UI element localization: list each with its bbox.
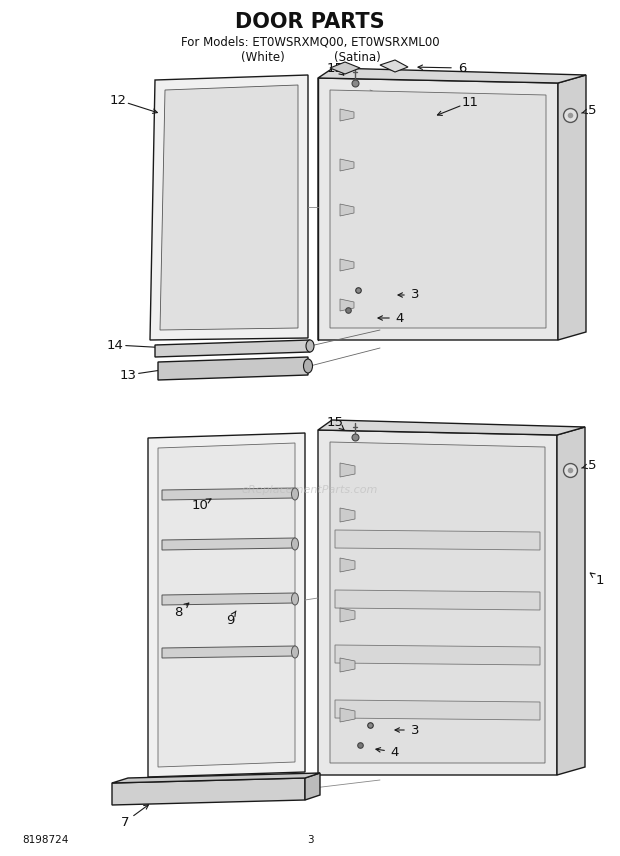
Polygon shape bbox=[557, 427, 585, 775]
Polygon shape bbox=[318, 78, 558, 340]
Polygon shape bbox=[160, 85, 298, 330]
Text: 3: 3 bbox=[410, 288, 419, 301]
Text: eReplacementParts.com: eReplacementParts.com bbox=[242, 485, 378, 495]
Ellipse shape bbox=[304, 359, 312, 373]
Polygon shape bbox=[318, 420, 585, 435]
Polygon shape bbox=[340, 508, 355, 522]
Polygon shape bbox=[162, 593, 295, 605]
Polygon shape bbox=[318, 68, 586, 83]
Polygon shape bbox=[335, 700, 540, 720]
Polygon shape bbox=[558, 75, 586, 340]
Polygon shape bbox=[148, 433, 305, 777]
Polygon shape bbox=[318, 430, 557, 775]
Polygon shape bbox=[155, 340, 310, 357]
Text: 10: 10 bbox=[192, 498, 208, 512]
Text: (Satina): (Satina) bbox=[334, 51, 381, 63]
Polygon shape bbox=[380, 60, 408, 72]
Text: 6: 6 bbox=[458, 62, 466, 74]
Text: 4: 4 bbox=[396, 312, 404, 324]
Text: 11: 11 bbox=[461, 96, 479, 109]
Text: DOOR PARTS: DOOR PARTS bbox=[235, 12, 385, 32]
Ellipse shape bbox=[306, 340, 314, 352]
Polygon shape bbox=[340, 608, 355, 622]
Polygon shape bbox=[150, 75, 308, 340]
Text: 8: 8 bbox=[174, 605, 182, 619]
Polygon shape bbox=[335, 530, 540, 550]
Text: 14: 14 bbox=[107, 338, 123, 352]
Text: 1: 1 bbox=[596, 574, 604, 586]
Text: 8198724: 8198724 bbox=[22, 835, 68, 845]
Polygon shape bbox=[340, 204, 354, 216]
Ellipse shape bbox=[291, 488, 298, 500]
Text: For Models: ET0WSRXMQ00, ET0WSRXML00: For Models: ET0WSRXMQ00, ET0WSRXML00 bbox=[180, 35, 440, 49]
Polygon shape bbox=[340, 708, 355, 722]
Text: 13: 13 bbox=[120, 368, 136, 382]
Text: 9: 9 bbox=[226, 614, 234, 627]
Ellipse shape bbox=[291, 646, 298, 658]
Polygon shape bbox=[340, 299, 354, 311]
Polygon shape bbox=[340, 558, 355, 572]
Text: 5: 5 bbox=[588, 459, 596, 472]
Polygon shape bbox=[335, 590, 540, 610]
Polygon shape bbox=[340, 463, 355, 477]
Polygon shape bbox=[112, 778, 305, 805]
Polygon shape bbox=[162, 646, 295, 658]
Text: (White): (White) bbox=[241, 51, 285, 63]
Text: 3: 3 bbox=[307, 835, 313, 845]
Polygon shape bbox=[330, 442, 545, 763]
Polygon shape bbox=[158, 443, 295, 767]
Polygon shape bbox=[330, 62, 360, 74]
Ellipse shape bbox=[291, 538, 298, 550]
Polygon shape bbox=[158, 357, 308, 380]
Text: 5: 5 bbox=[588, 104, 596, 116]
Polygon shape bbox=[305, 773, 320, 800]
Polygon shape bbox=[162, 488, 295, 500]
Polygon shape bbox=[340, 259, 354, 271]
Polygon shape bbox=[335, 645, 540, 665]
Polygon shape bbox=[162, 538, 295, 550]
Text: 7: 7 bbox=[121, 816, 129, 829]
Ellipse shape bbox=[291, 593, 298, 605]
Text: 15: 15 bbox=[327, 415, 343, 429]
Polygon shape bbox=[330, 90, 546, 328]
Polygon shape bbox=[112, 773, 320, 783]
Polygon shape bbox=[340, 658, 355, 672]
Text: 12: 12 bbox=[110, 93, 126, 106]
Text: 15: 15 bbox=[327, 62, 343, 74]
Text: 4: 4 bbox=[391, 746, 399, 758]
Text: 3: 3 bbox=[410, 723, 419, 736]
Polygon shape bbox=[340, 159, 354, 171]
Polygon shape bbox=[340, 109, 354, 121]
